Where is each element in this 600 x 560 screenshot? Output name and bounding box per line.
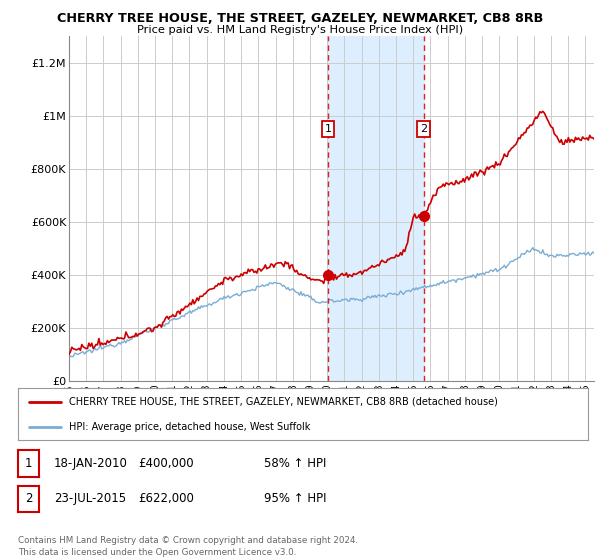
- Bar: [328, 36, 424, 381]
- Text: £622,000: £622,000: [138, 492, 194, 506]
- Text: 1: 1: [25, 457, 32, 470]
- Text: Contains HM Land Registry data © Crown copyright and database right 2024.
This d: Contains HM Land Registry data © Crown c…: [18, 536, 358, 557]
- Text: 2: 2: [420, 124, 427, 134]
- Text: 58% ↑ HPI: 58% ↑ HPI: [264, 457, 326, 470]
- Text: 2: 2: [25, 492, 32, 506]
- Text: 23-JUL-2015: 23-JUL-2015: [54, 492, 126, 506]
- Text: CHERRY TREE HOUSE, THE STREET, GAZELEY, NEWMARKET, CB8 8RB: CHERRY TREE HOUSE, THE STREET, GAZELEY, …: [57, 12, 543, 25]
- Text: CHERRY TREE HOUSE, THE STREET, GAZELEY, NEWMARKET, CB8 8RB (detached house): CHERRY TREE HOUSE, THE STREET, GAZELEY, …: [70, 396, 498, 407]
- Text: Price paid vs. HM Land Registry's House Price Index (HPI): Price paid vs. HM Land Registry's House …: [137, 25, 463, 35]
- Text: 1: 1: [325, 124, 332, 134]
- Text: 95% ↑ HPI: 95% ↑ HPI: [264, 492, 326, 506]
- Text: 18-JAN-2010: 18-JAN-2010: [54, 457, 128, 470]
- Text: HPI: Average price, detached house, West Suffolk: HPI: Average price, detached house, West…: [70, 422, 311, 432]
- Text: £400,000: £400,000: [138, 457, 194, 470]
